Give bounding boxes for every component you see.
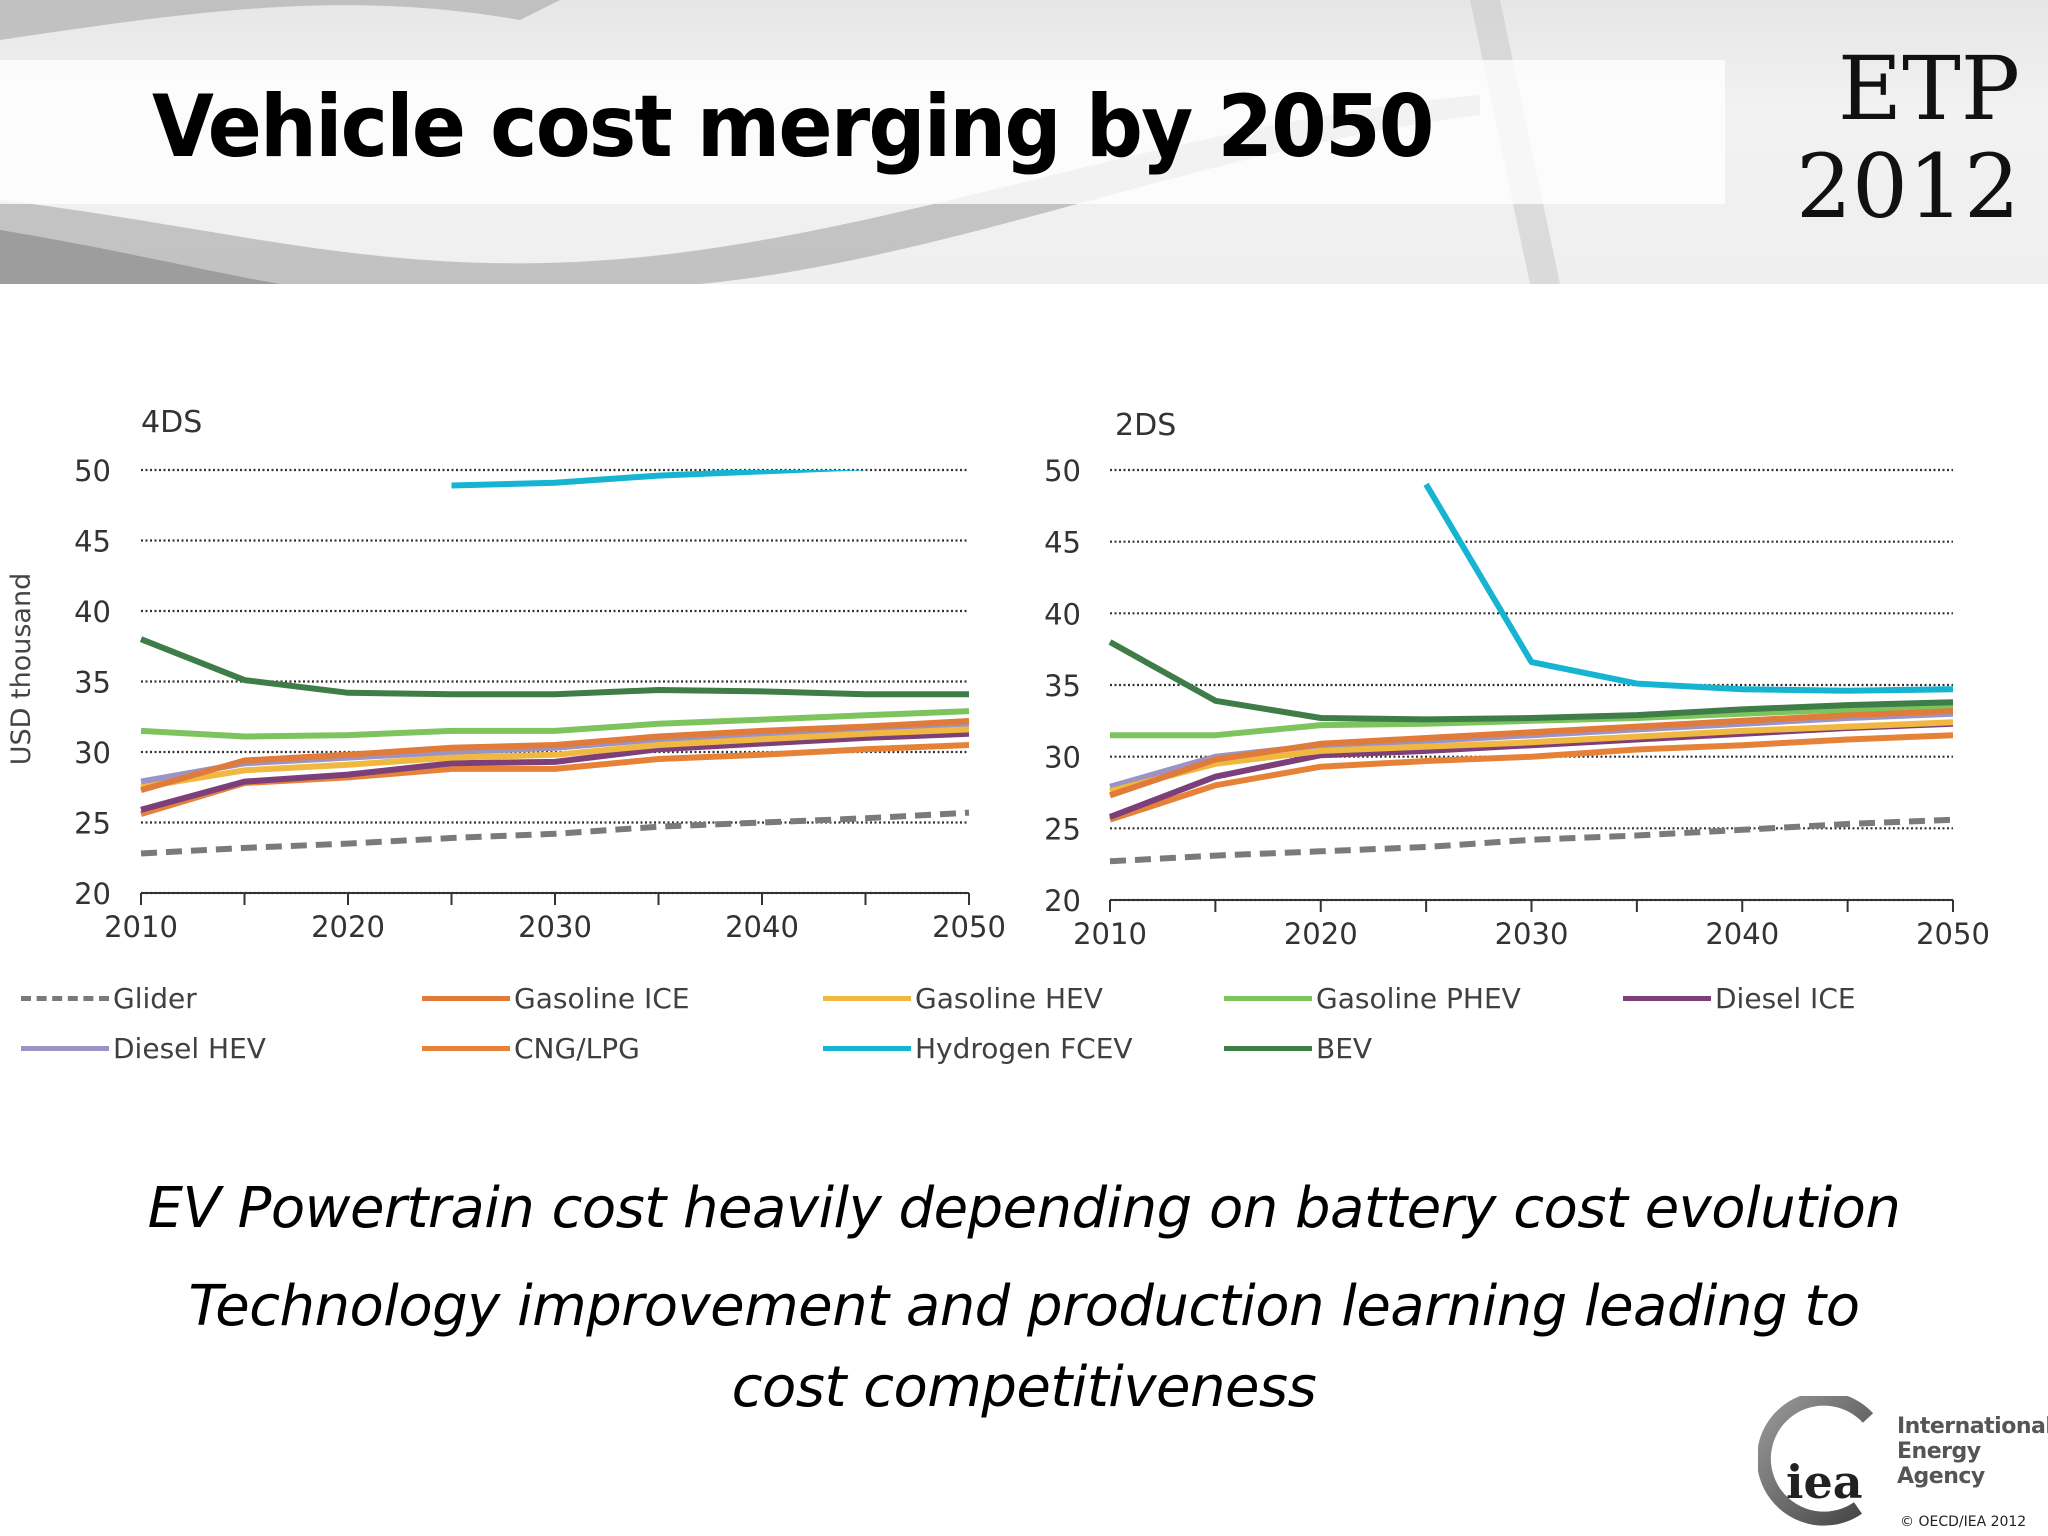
y-tick-label: 25 — [74, 807, 111, 841]
iea-logo: iea — [1758, 1396, 1874, 1526]
y-tick-label: 30 — [74, 736, 111, 770]
legend-swatch — [823, 995, 911, 1001]
x-tick-label: 2030 — [1495, 917, 1569, 951]
bullet-text-1: EV Powertrain cost heavily depending on … — [147, 1176, 1901, 1241]
legend-label: Diesel HEV — [113, 1031, 266, 1065]
series-line-gasoline-phev — [140, 708, 970, 740]
legend-label: Hydrogen FCEV — [915, 1031, 1133, 1065]
y-tick-label: 40 — [74, 595, 111, 629]
series-line-gasoline-hev — [140, 726, 970, 791]
legend-item-diesel-ice: Diesel ICE — [1623, 978, 1856, 1018]
copyright: © OECD/IEA 2012 — [1900, 1514, 2027, 1530]
y-tick-label: 45 — [74, 525, 111, 559]
legend-swatch — [1623, 995, 1711, 1001]
series-line-bev — [1108, 639, 1954, 723]
panel-title: 4DS — [141, 405, 202, 440]
series-line-hydrogen-fcev — [451, 470, 871, 489]
x-tick-label: 2010 — [104, 910, 178, 944]
legend-label: Glider — [113, 981, 197, 1015]
y-tick-label: 50 — [1044, 454, 1081, 488]
legend-label: BEV — [1316, 1031, 1373, 1065]
legend-swatch — [823, 1045, 911, 1051]
title-band — [0, 60, 1725, 204]
y-tick-label: 30 — [1044, 741, 1081, 775]
y-tick-label: 35 — [1044, 669, 1081, 703]
legend-item-glider: Glider — [21, 978, 197, 1018]
legend-label: Diesel ICE — [1715, 981, 1856, 1015]
series-line-bev — [139, 636, 969, 698]
iea-name-line2: Energy Agency — [1897, 1439, 1985, 1489]
slide-title: Vehicle cost merging by 2050 — [152, 77, 1434, 177]
legend-swatch — [422, 995, 510, 1001]
legend-item-diesel-hev: Diesel HEV — [21, 1028, 266, 1068]
bullet-text-2: Technology improvement and production le… — [188, 1274, 1861, 1339]
series-line-glider — [1109, 816, 1954, 865]
x-tick-label: 2030 — [518, 910, 592, 944]
x-tick-label: 2050 — [1916, 917, 1990, 951]
header-banner: Vehicle cost merging by 2050 ETP 2012 — [0, 0, 2048, 284]
series-line-glider — [140, 809, 970, 857]
legend-item-gasoline-phev: Gasoline PHEV — [1224, 978, 1521, 1018]
bullet-text-3: cost competitiveness — [731, 1355, 1317, 1420]
y-tick-label: 20 — [74, 877, 111, 911]
iea-logo-text: iea — [1786, 1455, 1863, 1509]
series-line-gasoline-ice — [140, 718, 970, 793]
etp-badge: ETP 2012 — [1780, 40, 2020, 236]
iea-name: International Energy Agency — [1897, 1414, 2048, 1489]
etp-badge-line2: 2012 — [1796, 135, 2020, 238]
legend-item-hydrogen-fcev: Hydrogen FCEV — [823, 1028, 1133, 1068]
x-tick-label: 2010 — [1073, 917, 1147, 951]
legend-item-cng-lpg: CNG/LPG — [422, 1028, 640, 1068]
legend-swatch — [21, 995, 109, 1001]
x-tick-label: 2050 — [932, 910, 1006, 944]
legend-item-bev: BEV — [1224, 1028, 1372, 1068]
y-tick-label: 20 — [1044, 884, 1081, 918]
legend-item-gasoline-hev: Gasoline HEV — [823, 978, 1103, 1018]
series-line-gasoline-hev — [1109, 719, 1954, 795]
legend-label: CNG/LPG — [514, 1031, 640, 1065]
legend-label: Gasoline HEV — [915, 981, 1103, 1015]
x-tick-label: 2020 — [311, 910, 385, 944]
y-tick-label: 40 — [1044, 597, 1081, 631]
series-line-diesel-ice — [140, 730, 970, 813]
panel-title: 2DS — [1115, 408, 1176, 443]
series-line-hydrogen-fcev — [1423, 482, 1954, 694]
etp-badge-line1: ETP — [1837, 37, 2020, 140]
y-tick-label: 50 — [74, 454, 111, 488]
legend-swatch — [1224, 1045, 1312, 1051]
x-tick-label: 2020 — [1284, 917, 1358, 951]
x-tick-label: 2040 — [725, 910, 799, 944]
x-tick-label: 2040 — [1705, 917, 1779, 951]
legend-swatch — [21, 1045, 109, 1051]
legend-label: Gasoline ICE — [514, 981, 690, 1015]
series-line-gasoline-ice — [1109, 707, 1954, 799]
y-tick-label: 45 — [1044, 526, 1081, 560]
legend-label: Gasoline PHEV — [1316, 981, 1521, 1015]
legend-item-gasoline-ice: Gasoline ICE — [422, 978, 690, 1018]
legend-swatch — [422, 1045, 510, 1051]
iea-name-line1: International — [1897, 1414, 2048, 1439]
series-line-cng-lpg — [1109, 732, 1954, 823]
legend-swatch — [1224, 995, 1312, 1001]
y-tick-label: 35 — [74, 666, 111, 700]
y-axis-label: USD thousand — [6, 573, 37, 765]
y-tick-label: 25 — [1044, 812, 1081, 846]
